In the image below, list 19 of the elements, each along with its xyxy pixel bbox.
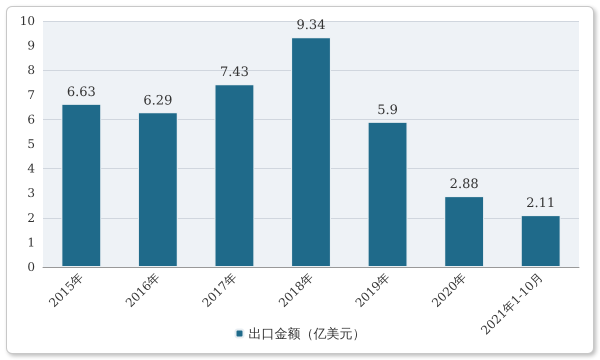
data-label: 2.88 [450,177,479,192]
y-tick-label: 1 [27,235,35,250]
legend-label: 出口金额（亿美元） [248,326,366,341]
data-label: 6.63 [66,84,96,100]
y-tick-label: 7 [27,88,35,102]
data-label: 9.34 [296,18,326,34]
y-tick-label: 9 [27,38,35,53]
data-label: 7.43 [220,65,249,80]
y-tick-label: 10 [20,14,35,28]
y-tick-label: 6 [27,112,35,126]
data-label: 6.29 [143,93,172,108]
data-label: 5.9 [377,102,398,118]
y-tick-label: 0 [27,260,35,274]
y-tick-label: 4 [27,162,36,176]
data-label: 2.11 [526,196,556,212]
y-tick-label: 3 [27,186,35,200]
y-tick-label: 5 [27,137,35,151]
y-tick-label: 2 [27,210,35,225]
y-tick-label: 8 [27,63,35,78]
